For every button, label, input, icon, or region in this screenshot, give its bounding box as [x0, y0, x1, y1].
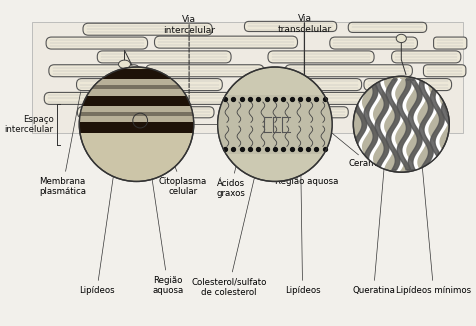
Bar: [79, 89, 193, 96]
Text: Ácidos
graxos: Ácidos graxos: [216, 94, 253, 198]
Bar: [32, 22, 462, 133]
FancyBboxPatch shape: [363, 107, 444, 118]
Bar: [79, 112, 193, 116]
FancyBboxPatch shape: [46, 37, 147, 49]
FancyBboxPatch shape: [423, 65, 465, 77]
Text: Colesterol/sulfato
de colesterol: Colesterol/sulfato de colesterol: [191, 164, 266, 297]
Circle shape: [353, 76, 448, 172]
Bar: [79, 116, 193, 122]
Text: Via
intercelular: Via intercelular: [163, 15, 215, 35]
FancyBboxPatch shape: [363, 79, 451, 91]
Text: Lipídeos mínimos: Lipídeos mínimos: [395, 162, 470, 295]
Circle shape: [79, 67, 193, 182]
FancyBboxPatch shape: [44, 92, 144, 104]
Text: Região aquosa: Região aquosa: [274, 94, 337, 186]
FancyBboxPatch shape: [347, 22, 426, 33]
Text: Lipídeos: Lipídeos: [284, 166, 320, 295]
Bar: [217, 95, 331, 154]
Bar: [79, 69, 193, 79]
Ellipse shape: [118, 60, 130, 68]
Bar: [79, 79, 193, 85]
Text: Queratina: Queratina: [351, 164, 394, 295]
Text: Citoplasma
celular: Citoplasma celular: [145, 88, 206, 196]
Text: Espaço
intercelular: Espaço intercelular: [4, 114, 53, 134]
FancyBboxPatch shape: [76, 79, 222, 91]
FancyBboxPatch shape: [329, 37, 416, 49]
FancyBboxPatch shape: [77, 107, 214, 118]
FancyBboxPatch shape: [268, 51, 373, 63]
FancyBboxPatch shape: [97, 51, 230, 63]
Ellipse shape: [396, 34, 406, 43]
Bar: [79, 122, 193, 133]
Text: Ceramida: Ceramida: [311, 117, 389, 169]
Bar: [79, 85, 193, 89]
FancyBboxPatch shape: [261, 79, 361, 91]
FancyBboxPatch shape: [154, 36, 297, 48]
FancyBboxPatch shape: [83, 23, 212, 35]
FancyBboxPatch shape: [289, 92, 426, 104]
Circle shape: [217, 67, 331, 182]
Text: Membrana
plasmática: Membrana plasmática: [39, 92, 86, 196]
FancyBboxPatch shape: [251, 107, 347, 118]
FancyBboxPatch shape: [433, 37, 466, 49]
FancyBboxPatch shape: [146, 65, 263, 77]
FancyBboxPatch shape: [164, 92, 282, 104]
FancyBboxPatch shape: [285, 65, 412, 77]
Text: Via
transcelular: Via transcelular: [277, 14, 331, 34]
FancyBboxPatch shape: [244, 22, 336, 32]
Bar: [79, 96, 193, 106]
Bar: [79, 106, 193, 112]
Text: Lipídeos: Lipídeos: [79, 159, 116, 295]
FancyBboxPatch shape: [49, 65, 139, 77]
Text: Região
aquosa: Região aquosa: [149, 164, 183, 295]
FancyBboxPatch shape: [391, 51, 460, 63]
